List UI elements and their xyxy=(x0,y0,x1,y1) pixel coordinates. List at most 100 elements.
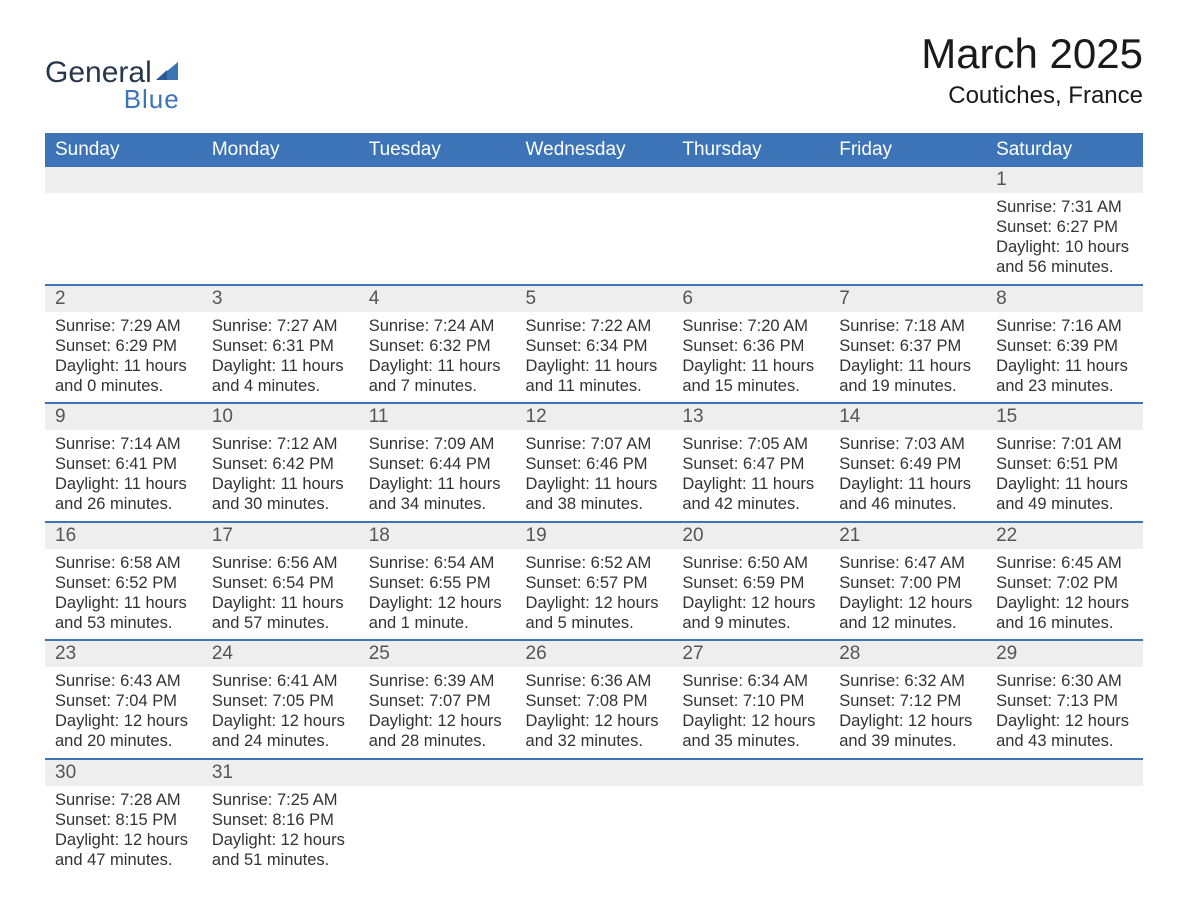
day-sunset: Sunset: 6:31 PM xyxy=(212,336,349,356)
day-sunset: Sunset: 6:47 PM xyxy=(682,454,819,474)
day-sunrise: Sunrise: 6:32 AM xyxy=(839,671,976,691)
day-sunrise: Sunrise: 7:14 AM xyxy=(55,434,192,454)
day-daylight2: and 24 minutes. xyxy=(212,731,349,751)
col-thursday: Thursday xyxy=(672,133,829,167)
day-data-cell: Sunrise: 7:18 AMSunset: 6:37 PMDaylight:… xyxy=(829,312,986,404)
day-daylight2: and 56 minutes. xyxy=(996,257,1133,277)
day-sunset: Sunset: 6:55 PM xyxy=(369,573,506,593)
day-sunrise: Sunrise: 7:16 AM xyxy=(996,316,1133,336)
day-daylight1: Daylight: 11 hours xyxy=(682,474,819,494)
day-data-cell: Sunrise: 6:41 AMSunset: 7:05 PMDaylight:… xyxy=(202,667,359,759)
day-sunrise: Sunrise: 7:05 AM xyxy=(682,434,819,454)
day-daylight1: Daylight: 11 hours xyxy=(526,356,663,376)
day-number-cell xyxy=(516,759,673,786)
day-daylight1: Daylight: 10 hours xyxy=(996,237,1133,257)
calendar-header-row: Sunday Monday Tuesday Wednesday Thursday… xyxy=(45,133,1143,167)
day-number: 6 xyxy=(672,286,829,312)
day-daylight2: and 35 minutes. xyxy=(682,731,819,751)
day-details: Sunrise: 7:27 AMSunset: 6:31 PMDaylight:… xyxy=(212,316,349,397)
week-data-row: Sunrise: 7:29 AMSunset: 6:29 PMDaylight:… xyxy=(45,312,1143,404)
day-number: 2 xyxy=(45,286,202,312)
logo-word-blue: Blue xyxy=(45,84,182,115)
col-sunday: Sunday xyxy=(45,133,202,167)
day-number: 27 xyxy=(672,641,829,667)
week-daynum-row: 16171819202122 xyxy=(45,522,1143,549)
day-number-cell: 8 xyxy=(986,285,1143,312)
day-sunset: Sunset: 7:13 PM xyxy=(996,691,1133,711)
day-number: 24 xyxy=(202,641,359,667)
day-number: 22 xyxy=(986,523,1143,549)
day-details: Sunrise: 6:54 AMSunset: 6:55 PMDaylight:… xyxy=(369,553,506,634)
day-data-cell: Sunrise: 7:03 AMSunset: 6:49 PMDaylight:… xyxy=(829,430,986,522)
day-daylight1: Daylight: 12 hours xyxy=(839,593,976,613)
day-sunset: Sunset: 7:04 PM xyxy=(55,691,192,711)
day-sunrise: Sunrise: 6:39 AM xyxy=(369,671,506,691)
day-data-cell: Sunrise: 7:29 AMSunset: 6:29 PMDaylight:… xyxy=(45,312,202,404)
day-data-cell: Sunrise: 7:28 AMSunset: 8:15 PMDaylight:… xyxy=(45,786,202,877)
week-data-row: Sunrise: 7:14 AMSunset: 6:41 PMDaylight:… xyxy=(45,430,1143,522)
day-daylight1: Daylight: 12 hours xyxy=(996,711,1133,731)
day-daylight2: and 16 minutes. xyxy=(996,613,1133,633)
logo: General Blue xyxy=(45,30,182,115)
day-number: 30 xyxy=(45,760,202,786)
day-number-cell xyxy=(672,759,829,786)
day-number-cell xyxy=(829,759,986,786)
day-sunrise: Sunrise: 6:54 AM xyxy=(369,553,506,573)
day-data-cell: Sunrise: 6:30 AMSunset: 7:13 PMDaylight:… xyxy=(986,667,1143,759)
day-number: 3 xyxy=(202,286,359,312)
day-details: Sunrise: 6:52 AMSunset: 6:57 PMDaylight:… xyxy=(526,553,663,634)
day-number xyxy=(829,167,986,191)
day-number-cell: 2 xyxy=(45,285,202,312)
day-number-cell: 19 xyxy=(516,522,673,549)
day-number-cell: 10 xyxy=(202,403,359,430)
day-number xyxy=(202,167,359,191)
day-number: 26 xyxy=(516,641,673,667)
week-daynum-row: 1 xyxy=(45,167,1143,193)
day-number: 19 xyxy=(516,523,673,549)
day-number-cell: 28 xyxy=(829,640,986,667)
day-number: 21 xyxy=(829,523,986,549)
day-data-cell xyxy=(516,786,673,877)
day-number xyxy=(359,760,516,784)
calendar-table: Sunday Monday Tuesday Wednesday Thursday… xyxy=(45,133,1143,876)
day-sunset: Sunset: 6:32 PM xyxy=(369,336,506,356)
day-data-cell: Sunrise: 6:56 AMSunset: 6:54 PMDaylight:… xyxy=(202,549,359,641)
day-data-cell: Sunrise: 6:50 AMSunset: 6:59 PMDaylight:… xyxy=(672,549,829,641)
title-block: March 2025 Coutiches, France xyxy=(921,30,1143,110)
day-details: Sunrise: 6:50 AMSunset: 6:59 PMDaylight:… xyxy=(682,553,819,634)
day-data-cell: Sunrise: 6:45 AMSunset: 7:02 PMDaylight:… xyxy=(986,549,1143,641)
day-details: Sunrise: 7:14 AMSunset: 6:41 PMDaylight:… xyxy=(55,434,192,515)
day-sunset: Sunset: 7:00 PM xyxy=(839,573,976,593)
day-number: 5 xyxy=(516,286,673,312)
day-daylight1: Daylight: 12 hours xyxy=(55,711,192,731)
day-number-cell: 16 xyxy=(45,522,202,549)
day-data-cell xyxy=(672,193,829,285)
day-sunset: Sunset: 6:46 PM xyxy=(526,454,663,474)
day-number: 28 xyxy=(829,641,986,667)
col-friday: Friday xyxy=(829,133,986,167)
week-data-row: Sunrise: 7:31 AMSunset: 6:27 PMDaylight:… xyxy=(45,193,1143,285)
col-tuesday: Tuesday xyxy=(359,133,516,167)
day-sunrise: Sunrise: 7:18 AM xyxy=(839,316,976,336)
day-sunset: Sunset: 7:07 PM xyxy=(369,691,506,711)
day-number: 23 xyxy=(45,641,202,667)
day-sunrise: Sunrise: 6:34 AM xyxy=(682,671,819,691)
day-daylight2: and 34 minutes. xyxy=(369,494,506,514)
day-daylight2: and 9 minutes. xyxy=(682,613,819,633)
day-number-cell: 29 xyxy=(986,640,1143,667)
day-number: 29 xyxy=(986,641,1143,667)
week-daynum-row: 2345678 xyxy=(45,285,1143,312)
day-sunset: Sunset: 6:27 PM xyxy=(996,217,1133,237)
col-saturday: Saturday xyxy=(986,133,1143,167)
day-data-cell: Sunrise: 6:43 AMSunset: 7:04 PMDaylight:… xyxy=(45,667,202,759)
day-daylight1: Daylight: 11 hours xyxy=(55,593,192,613)
day-daylight2: and 0 minutes. xyxy=(55,376,192,396)
day-sunset: Sunset: 7:08 PM xyxy=(526,691,663,711)
day-data-cell: Sunrise: 6:34 AMSunset: 7:10 PMDaylight:… xyxy=(672,667,829,759)
day-number-cell: 18 xyxy=(359,522,516,549)
day-daylight2: and 20 minutes. xyxy=(55,731,192,751)
day-details: Sunrise: 6:39 AMSunset: 7:07 PMDaylight:… xyxy=(369,671,506,752)
day-daylight1: Daylight: 11 hours xyxy=(212,356,349,376)
day-number-cell xyxy=(829,167,986,193)
day-number-cell: 23 xyxy=(45,640,202,667)
